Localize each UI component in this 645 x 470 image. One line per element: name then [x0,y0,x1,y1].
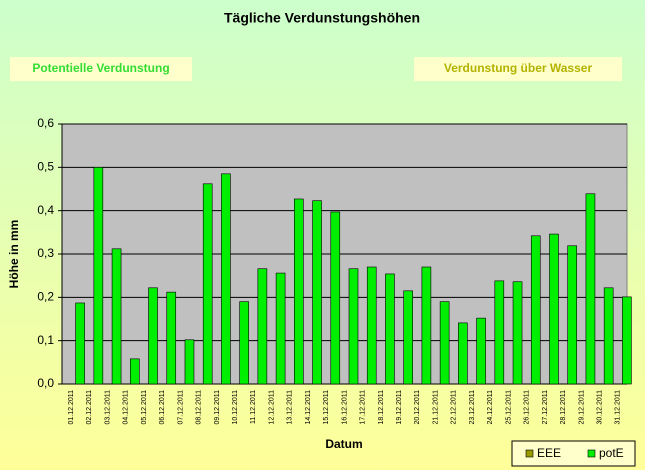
bar [567,245,578,385]
button-bg[interactable] [414,57,622,81]
bar [75,302,85,385]
bar [421,266,432,385]
bar [111,248,122,385]
x-tick-label: 18.12.2011 [378,390,385,425]
legend-swatch [587,449,596,458]
bar [129,358,140,385]
bar [622,296,632,385]
x-tick-label: 06.12.2011 [159,390,166,425]
bar [93,167,104,385]
x-tick-label: 21.12.2011 [432,390,439,425]
x-tick-label: 24.12.2011 [487,390,494,425]
x-tick-label: 10.12.2011 [232,390,239,425]
button-label[interactable]: Potentielle Verdunstung [32,61,169,75]
x-tick-label: 30.12.2011 [597,390,604,425]
x-tick-label: 08.12.2011 [196,390,203,425]
x-tick-label: 01.12.2011 [68,390,75,425]
x-tick-label: 11.12.2011 [250,390,257,424]
legend-swatch [525,449,534,458]
bar [184,339,195,385]
x-tick-label: 27.12.2011 [542,390,549,425]
x-tick-label: 02.12.2011 [86,390,93,425]
x-tick-label: 23.12.2011 [469,390,476,425]
y-axis-label: Höhe in mm [7,220,21,289]
chart-title: Tägliche Verdunstungshöhen [224,10,420,26]
x-tick-label: 22.12.2011 [451,390,458,425]
bar [202,183,213,385]
y-tick-label: 0,6 [37,116,54,130]
x-tick-label: 19.12.2011 [396,390,403,425]
x-tick-label: 14.12.2011 [305,390,312,425]
bar [530,235,541,385]
x-tick-label: 16.12.2011 [341,390,348,425]
bar [312,200,322,385]
y-tick-label: 0,2 [37,290,54,304]
bar [221,173,231,385]
x-tick-label: 25.12.2011 [505,390,512,425]
x-tick-label: 17.12.2011 [360,390,367,425]
bar [403,290,413,385]
x-tick-label: 28.12.2011 [560,390,567,425]
button-bg[interactable] [10,57,192,81]
x-tick-label: 29.12.2011 [578,390,585,425]
button-label[interactable]: Verdunstung über Wasser [444,61,593,75]
button[interactable]: Verdunstung über Wasser [414,57,622,81]
x-tick-label: 09.12.2011 [214,390,221,425]
x-tick-label: 20.12.2011 [414,390,421,425]
bar [330,211,341,385]
bar [385,273,395,385]
bar [603,287,614,385]
y-tick-label: 0,3 [37,246,54,260]
x-tick-label: 04.12.2011 [123,390,130,425]
bar [458,322,468,385]
bar [275,272,286,385]
x-tick-label: 05.12.2011 [141,390,148,425]
x-tick-label: 03.12.2011 [104,390,111,425]
bar [294,198,304,385]
y-tick-label: 0,5 [37,160,54,174]
bar [148,287,158,385]
y-tick-label: 0,0 [37,376,54,390]
y-tick-label: 0,1 [37,333,54,347]
x-tick-label: 15.12.2011 [323,390,330,425]
bar [348,268,359,385]
x-tick-label: 12.12.2011 [268,390,275,425]
x-tick-label: 13.12.2011 [287,390,294,425]
x-axis-label: Datum [325,437,362,451]
legend-label: EEE [537,446,561,460]
bar [366,266,377,385]
bar [549,233,559,385]
bar [494,280,505,385]
bar [239,301,249,385]
bar [585,193,596,385]
bar [512,281,523,385]
x-tick-label: 07.12.2011 [177,390,184,425]
bar [476,317,486,385]
legend-label: potE [599,446,624,460]
x-tick-label: 26.12.2011 [524,390,531,425]
button[interactable]: Potentielle Verdunstung [10,57,192,81]
bar [257,268,268,385]
x-tick-label: 31.12.2011 [615,390,622,425]
bar [166,291,177,385]
bar [439,301,450,385]
y-tick-label: 0,4 [37,203,54,217]
